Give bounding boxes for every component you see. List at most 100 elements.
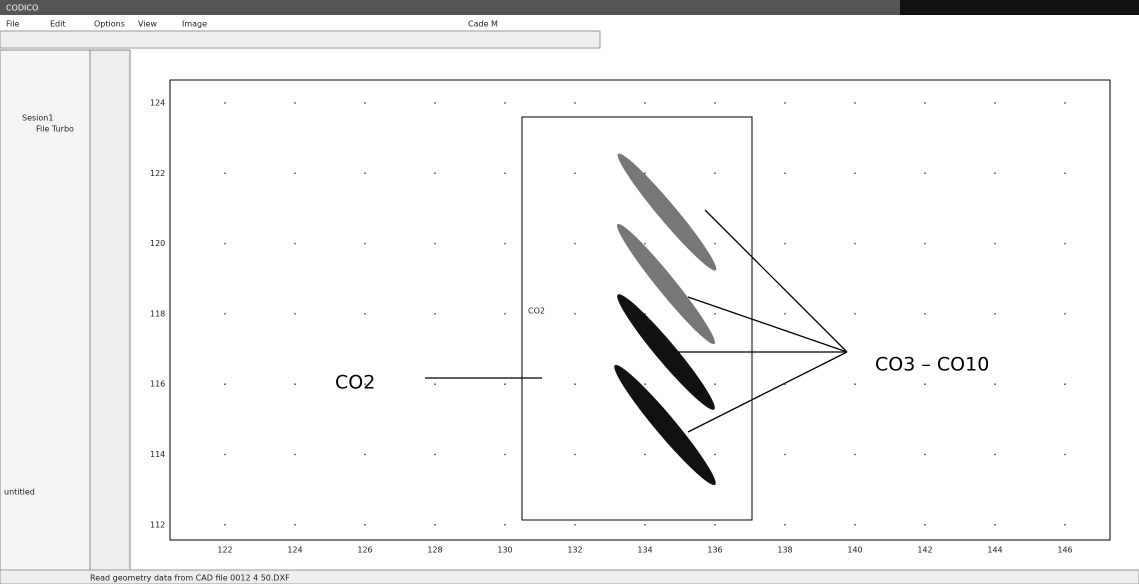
grid-dot [644,454,646,456]
grid-dot [854,524,856,526]
status-text: Read geometry data from CAD file 0012 4 … [90,574,290,583]
y-tick-label: 122 [150,169,165,178]
grid-dot [434,454,436,456]
grid-dot [364,102,366,104]
grid-dot [994,454,996,456]
x-tick-label: 126 [357,546,372,555]
grid-dot [504,454,506,456]
tree-item: File Turbo [36,125,74,134]
grid-dot [434,172,436,174]
x-tick-label: 122 [217,546,232,555]
grid-dot [784,524,786,526]
grid-dot [364,383,366,385]
grid-dot [714,243,716,245]
grid-dot [924,172,926,174]
menu-item[interactable]: Image [182,20,207,29]
grid-dot [784,454,786,456]
grid-dot [364,524,366,526]
grid-dot [784,102,786,104]
x-tick-label: 140 [847,546,862,555]
grid-dot [854,102,856,104]
grid-dot [224,313,226,315]
box-label: CO2 [528,307,545,316]
grid-dot [294,172,296,174]
grid-dot [924,383,926,385]
grid-dot [434,524,436,526]
grid-dot [994,383,996,385]
grid-dot [364,172,366,174]
grid-dot [504,243,506,245]
grid-dot [1064,313,1066,315]
y-tick-label: 118 [150,309,165,318]
grid-dot [994,172,996,174]
menu-item[interactable]: File [6,20,19,29]
grid-dot [434,243,436,245]
grid-dot [504,172,506,174]
grid-dot [1064,454,1066,456]
grid-dot [924,454,926,456]
grid-dot [784,383,786,385]
x-tick-label: 146 [1057,546,1072,555]
grid-dot [1064,172,1066,174]
y-tick-label: 120 [150,239,165,248]
grid-dot [574,102,576,104]
menu-item[interactable]: Edit [50,20,66,29]
x-tick-label: 124 [287,546,302,555]
grid-dot [224,383,226,385]
grid-dot [294,313,296,315]
x-tick-label: 130 [497,546,512,555]
grid-dot [294,243,296,245]
grid-dot [924,102,926,104]
grid-dot [1064,102,1066,104]
grid-dot [994,524,996,526]
grid-dot [644,102,646,104]
grid-dot [784,172,786,174]
grid-dot [364,243,366,245]
grid-dot [644,524,646,526]
grid-dot [994,243,996,245]
grid-dot [644,243,646,245]
grid-dot [994,313,996,315]
grid-dot [224,172,226,174]
grid-dot [714,102,716,104]
grid-dot [224,524,226,526]
screen: CODICO FileEditOptionsViewImage Cade M S… [0,0,1139,584]
grid-dot [224,102,226,104]
grid-dot [294,524,296,526]
y-tick-label: 116 [150,380,165,389]
grid-dot [714,172,716,174]
grid-dot [1064,383,1066,385]
grid-dot [504,383,506,385]
grid-dot [1064,524,1066,526]
menu-item[interactable]: Options [94,20,125,29]
grid-dot [294,454,296,456]
grid-dot [434,313,436,315]
x-tick-label: 142 [917,546,932,555]
y-tick-label: 124 [150,99,165,108]
grid-dot [574,454,576,456]
grid-dot [714,313,716,315]
doc-name: Cade M [468,20,498,29]
x-tick-label: 138 [777,546,792,555]
grid-dot [504,313,506,315]
annotation: CO3 – CO10 [875,354,989,376]
grid-dot [714,524,716,526]
x-tick-label: 128 [427,546,442,555]
grid-dot [574,172,576,174]
grid-dot [294,102,296,104]
menu-item[interactable]: View [138,20,157,29]
y-tick-label: 114 [150,450,165,459]
y-tick-label: 112 [150,520,165,529]
grid-dot [644,383,646,385]
grid-dot [574,383,576,385]
x-tick-label: 134 [637,546,652,555]
grid-dot [364,313,366,315]
grid-dot [924,313,926,315]
grid-dot [364,454,366,456]
grid-dot [854,454,856,456]
grid-dot [294,383,296,385]
grid-dot [854,383,856,385]
grid-dot [434,102,436,104]
grid-dot [714,454,716,456]
grid-dot [504,524,506,526]
